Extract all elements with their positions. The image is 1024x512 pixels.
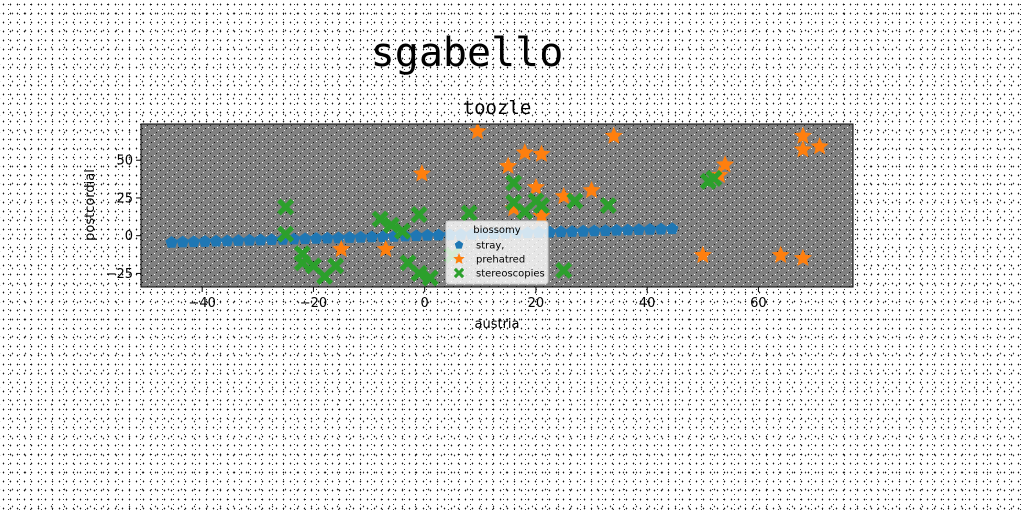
series-1-point <box>666 222 679 235</box>
series-1-point <box>243 233 256 246</box>
series-1-point <box>365 230 379 243</box>
series-3-point <box>327 257 345 275</box>
chart-title: sgabello <box>371 30 564 76</box>
series-3-point <box>555 261 573 279</box>
series-1-point <box>321 231 334 244</box>
series-2 <box>332 124 829 267</box>
series-2-point <box>771 245 790 263</box>
series-2-point <box>526 177 545 196</box>
series-2-point <box>793 248 812 267</box>
y-tick-label: −25 <box>106 267 133 282</box>
x-tick-label: −20 <box>300 296 327 311</box>
series-2-point <box>532 144 551 162</box>
series-1-point <box>588 224 601 237</box>
series-1-point <box>621 223 634 236</box>
series-2-point <box>532 206 551 224</box>
series-3-point <box>460 204 478 222</box>
series-1-point <box>343 231 356 243</box>
series-1-point <box>254 233 267 246</box>
series-3-point <box>393 222 411 240</box>
series-1-point <box>221 234 234 247</box>
series-2-point <box>793 140 812 158</box>
series-1-point <box>410 229 423 242</box>
x-axis-ticks: −40 −20 0 20 40 60 <box>188 287 767 311</box>
series-1-point <box>176 235 189 248</box>
series-2-point <box>693 245 712 263</box>
y-axis-label: postcordial <box>83 169 98 241</box>
data-marks <box>165 124 829 287</box>
y-axis-ticks: −25 0 25 50 <box>106 154 141 282</box>
series-1-point <box>165 235 178 248</box>
series-3-point <box>410 264 428 282</box>
x-tick-label: 60 <box>750 296 767 311</box>
x-tick-label: 20 <box>528 296 545 311</box>
series-2-point <box>604 126 623 144</box>
legend-title: biossomy <box>473 225 521 236</box>
legend: biossomy stray, prehatred stereoscopies <box>445 220 549 285</box>
series-3-point <box>371 210 389 228</box>
series-2-point <box>376 239 395 257</box>
series-1-point <box>265 233 278 246</box>
series-1-point <box>654 222 668 235</box>
legend-box <box>445 220 549 285</box>
series-1-point <box>332 231 345 244</box>
series-1-point <box>354 230 367 243</box>
series-2-point <box>504 199 523 217</box>
legend-entry-label: prehatred <box>476 255 525 266</box>
chart-subtitle: toozle <box>463 97 532 119</box>
legend-entry-label: stray, <box>476 241 504 252</box>
series-1-point <box>187 235 201 248</box>
series-3-point <box>277 225 295 243</box>
series-2-point <box>468 124 487 140</box>
series-1-point <box>610 223 623 236</box>
series-2-point <box>332 239 351 257</box>
x-axis-label: austria <box>475 317 520 332</box>
series-2-point <box>515 143 534 161</box>
series-1-point <box>577 224 590 237</box>
series-2-point <box>810 137 829 155</box>
x-tick-label: 0 <box>421 296 429 311</box>
y-tick-label: 25 <box>116 191 133 206</box>
series-3-point <box>566 192 584 210</box>
series-3-point <box>421 269 439 287</box>
y-tick-label: 50 <box>116 154 133 169</box>
series-3-point <box>533 197 550 214</box>
series-1-point <box>232 234 245 246</box>
series-1-point <box>565 225 579 237</box>
legend-marker-3 <box>453 267 465 279</box>
series-3-point <box>699 172 717 190</box>
series-3-point <box>293 254 311 272</box>
series-1-point <box>421 229 434 241</box>
series-1-point <box>209 234 223 247</box>
series-1-point <box>632 223 646 236</box>
series-1-point <box>554 225 568 238</box>
series-3-point <box>599 197 617 214</box>
x-tick-label: 40 <box>639 296 656 311</box>
series-3-point <box>505 174 523 192</box>
series-1-point <box>298 232 312 245</box>
series-2-point <box>582 180 601 199</box>
series-3 <box>277 169 723 287</box>
series-3-point <box>277 198 295 216</box>
legend-marker-2 <box>453 253 465 264</box>
series-2-point <box>716 155 735 173</box>
x-tick-label: −40 <box>188 296 215 311</box>
series-1-point <box>198 235 212 247</box>
series-1-point <box>432 228 445 241</box>
legend-entry-label: stereoscopies <box>476 269 545 280</box>
series-3-point <box>410 206 428 224</box>
series-1-point <box>599 224 612 236</box>
series-2-point <box>499 156 518 174</box>
y-tick-label: 0 <box>125 229 133 244</box>
series-3-point <box>382 216 400 234</box>
series-1-point <box>643 223 657 235</box>
series-2-point <box>412 164 431 182</box>
series-2-point <box>554 186 573 205</box>
legend-marker-1 <box>454 240 464 249</box>
series-2-point <box>793 126 812 144</box>
series-1-point <box>310 232 323 244</box>
plot-frame <box>140 123 854 288</box>
